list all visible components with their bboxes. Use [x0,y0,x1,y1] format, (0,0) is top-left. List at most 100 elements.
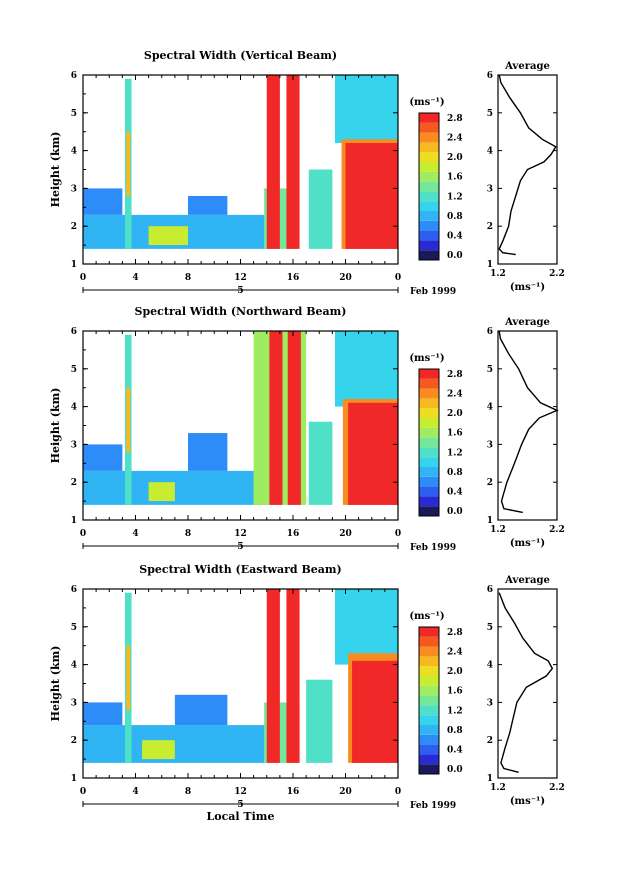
x-tick-label: 12 [234,529,247,539]
colorbar-tick-label: 0.4 [447,232,463,242]
average-title: Average [504,61,550,72]
colorbar-band [419,378,439,389]
colorbar-tick-label: 1.6 [447,687,463,697]
average-y-tick-label: 6 [487,327,493,337]
colorbar-tick-label: 2.4 [447,390,463,400]
colorbar-band [419,666,439,676]
heatmap-cells [83,331,398,505]
colorbar-band [419,734,439,745]
y-tick-label: 1 [71,260,77,270]
y-tick-label: 2 [71,736,77,746]
x-tick-label: 4 [132,529,138,539]
colorbar-band [419,437,439,448]
y-tick-label: 3 [71,698,77,708]
x-tick-label: 16 [287,529,300,539]
average-frame [497,330,558,521]
heatmap-cell [286,589,300,763]
colorbar-band [419,201,439,211]
heatmap-cell [188,195,228,215]
colorbar-tick-label: 0.0 [447,251,463,261]
colorbar-band [419,506,439,516]
average-y-tick-label: 3 [487,698,493,708]
colorbar-band [419,220,439,231]
colorbar-band [419,656,439,667]
date-day: 5 [237,542,243,552]
colorbar-band [419,627,439,637]
colorbar-band [419,764,439,774]
colorbar-tick-label: 2.0 [447,409,463,419]
x-tick-label: 0 [80,787,86,797]
heatmap-cell [308,169,333,249]
colorbar-tick-label: 0.0 [447,507,463,517]
y-tick-label: 6 [71,585,77,595]
heatmap-cell [269,331,283,505]
colorbar-tick-label: 0.8 [447,726,463,736]
colorbar-band [419,467,439,477]
colorbar-band [419,695,439,706]
average-profile-line [498,330,559,514]
average-y-tick-label: 2 [487,222,493,232]
colorbar-band [419,113,439,123]
colorbar-band [419,725,439,735]
y-tick-label: 4 [71,661,77,671]
y-axis-label: Height (km) [49,388,62,464]
average-x-tick-label: 1.2 [490,525,506,535]
y-tick-label: 3 [71,184,77,194]
average-x-label: (ms⁻¹) [510,282,545,293]
colorbar-tick-label: 0.0 [447,765,463,775]
colorbar-tick-label: 1.2 [447,706,463,716]
heatmap-cell [335,589,398,665]
x-tick-label: 8 [185,273,191,283]
average-x-tick-label: 1.2 [490,783,506,793]
x-tick-label: 8 [185,787,191,797]
average-x-tick-label: 2.2 [549,783,565,793]
y-tick-label: 3 [71,440,77,450]
heatmap-cell [335,331,398,407]
colorbar-tick-label: 2.8 [447,628,463,638]
colorbar-band [419,142,439,153]
average-y-tick-label: 2 [487,478,493,488]
colorbar-tick-label: 2.0 [447,153,463,163]
average-y-tick-label: 1 [487,774,493,784]
average-profile: Average 1 2 3 4 5 6 1.2 2.2 (ms⁻¹) [487,317,565,549]
colorbar-band [419,496,439,507]
heatmap-cell [83,702,123,726]
y-tick-label: 4 [71,403,77,413]
average-profile: Average 1 2 3 4 5 6 1.2 2.2 (ms⁻¹) [487,61,565,293]
average-title: Average [504,317,550,328]
average-y-tick-label: 3 [487,440,493,450]
average-profile: Average 1 2 3 4 5 6 1.2 2.2 (ms⁻¹) [487,575,565,807]
colorbar-band [419,447,439,458]
heatmap-cell [345,143,398,249]
colorbar-frame [418,112,440,261]
colorbar-tick-label: 1.6 [447,429,463,439]
heatmap-cell [306,679,333,763]
colorbar-band [419,230,439,241]
heatmap-cell [83,444,123,471]
colorbar-band [419,240,439,251]
colorbar-tick-label: 0.8 [447,468,463,478]
average-y-tick-label: 3 [487,184,493,194]
colorbar-band [419,369,439,379]
colorbar-band [419,250,439,260]
average-y-tick-label: 2 [487,736,493,746]
x-tick-label: 20 [339,273,352,283]
colorbar-band [419,132,439,143]
heatmap-cell [83,470,270,505]
x-tick-label: 20 [339,529,352,539]
colorbar-tick-label: 1.6 [447,173,463,183]
heatmap-cell [308,421,333,505]
colorbar-unit: (ms⁻¹) [409,97,444,108]
x-tick-label: 0 [395,787,401,797]
y-tick-label: 5 [71,365,77,375]
average-x-tick-label: 1.2 [490,269,506,279]
x-tick-label: 0 [395,273,401,283]
average-y-tick-label: 4 [487,147,493,157]
average-title: Average [504,575,550,586]
heatmap-cell [266,75,280,249]
colorbar-tick-label: 2.8 [447,114,463,124]
average-x-label: (ms⁻¹) [510,796,545,807]
x-tick-label: 4 [132,273,138,283]
